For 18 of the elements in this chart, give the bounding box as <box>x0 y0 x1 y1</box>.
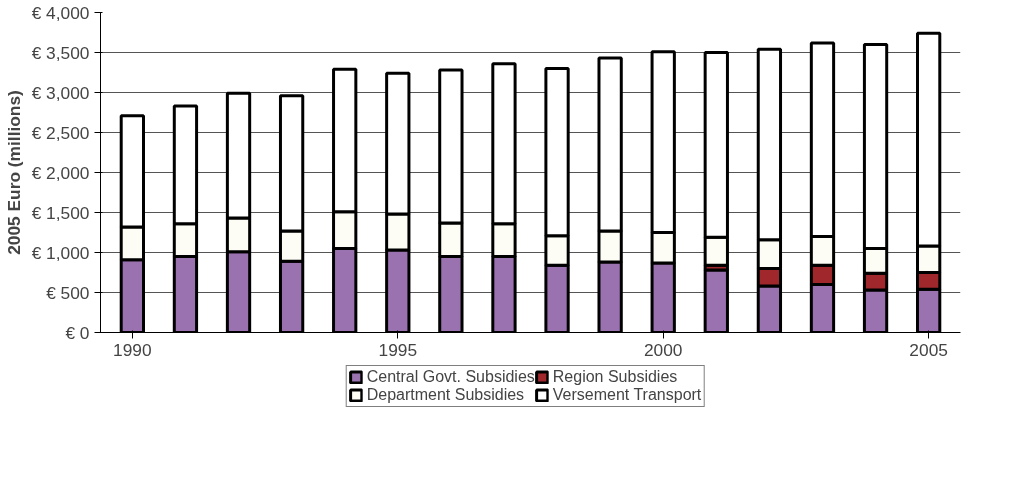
legend-label: Department Subsidies <box>366 386 525 404</box>
x-tick-label: 2005 <box>909 339 948 360</box>
x-tick-label: 1990 <box>113 339 152 360</box>
legend-label: Versement Transport <box>552 386 702 404</box>
y-tick-label: € 2,500 <box>31 122 90 143</box>
legend-label: Region Subsidies <box>552 368 678 386</box>
y-tick-label: € 2,000 <box>31 162 90 183</box>
y-tick-label: € 1,500 <box>31 202 90 223</box>
y-tick-label: € 4,000 <box>31 2 90 23</box>
legend-label: Central Govt. Subsidies <box>366 368 535 386</box>
y-tick-label: € 0 <box>65 322 90 343</box>
x-tick-label: 2000 <box>643 339 683 360</box>
x-tick-label: 1995 <box>378 339 418 360</box>
y-tick-label: € 500 <box>46 282 90 303</box>
y-axis-title: 2005 Euro (millions) <box>3 90 24 255</box>
y-tick-label: € 3,500 <box>31 42 90 63</box>
y-tick-label: € 1,000 <box>31 242 90 263</box>
y-tick-label: € 3,000 <box>31 82 90 103</box>
